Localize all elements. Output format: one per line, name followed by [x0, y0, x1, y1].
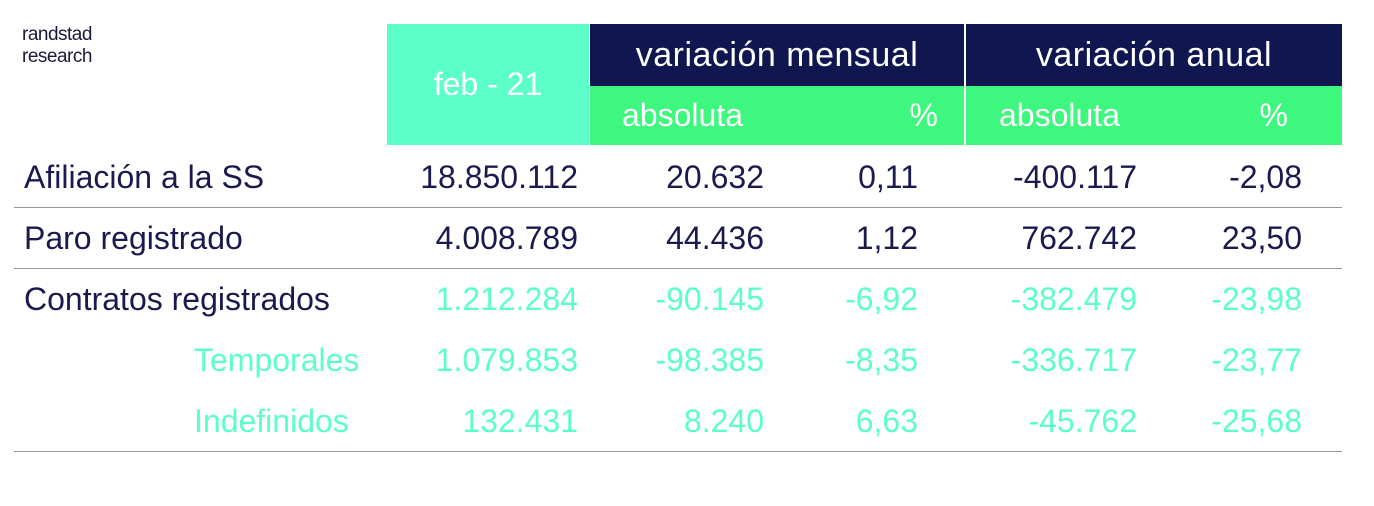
row-value: 1.079.853: [435, 341, 578, 378]
header-monthly-percent: %: [820, 86, 964, 145]
row-monthly-absolute: -90.145: [655, 280, 764, 317]
row-annual-percent: -25,68: [1211, 402, 1302, 439]
row-annual-absolute: -382.479: [1010, 280, 1137, 317]
row-monthly-absolute: -98.385: [655, 341, 764, 378]
row-monthly-percent: -8,35: [845, 341, 918, 378]
table-row-indefinidos: Indefinidos 132.431 8.240 6,63 -45.762 -…: [14, 391, 1342, 451]
row-monthly-percent: 1,12: [855, 219, 918, 256]
row-annual-percent: -23,98: [1211, 280, 1302, 317]
header-period: feb - 21: [387, 24, 589, 145]
row-annual-percent: -2,08: [1229, 158, 1302, 195]
row-monthly-percent: 0,11: [858, 158, 918, 195]
row-label: Afiliación a la SS: [24, 158, 265, 195]
table-row-afiliacion: Afiliación a la SS 18.850.112 20.632 0,1…: [14, 147, 1342, 207]
row-monthly-percent: 6,63: [855, 402, 918, 439]
row-annual-absolute: 762.742: [1021, 219, 1137, 256]
row-label: Temporales: [194, 341, 360, 378]
header-monthly-variation: variación mensual: [590, 24, 964, 86]
row-value: 18.850.112: [420, 158, 578, 195]
row-monthly-absolute: 8.240: [683, 402, 764, 439]
table-row-paro: Paro registrado 4.008.789 44.436 1,12 76…: [14, 208, 1342, 268]
row-divider: [14, 207, 1342, 208]
row-value: 132.431: [462, 402, 578, 439]
row-annual-percent: 23,50: [1221, 219, 1302, 256]
row-label: Contratos registrados: [24, 280, 330, 317]
row-value: 4.008.789: [435, 219, 578, 256]
randstad-research-logo: randstad research: [22, 24, 92, 68]
table-bottom-divider: [14, 451, 1342, 452]
row-annual-absolute: -400.117: [1013, 158, 1137, 195]
row-annual-absolute: -45.762: [1028, 402, 1137, 439]
row-label: Indefinidos: [194, 402, 349, 439]
row-divider: [14, 268, 1342, 269]
table-row-contratos: Contratos registrados 1.212.284 -90.145 …: [14, 269, 1342, 329]
header-annual-absolute: absoluta: [966, 86, 1192, 145]
row-monthly-percent: -6,92: [845, 280, 918, 317]
row-annual-absolute: -336.717: [1010, 341, 1137, 378]
row-annual-percent: -23,77: [1211, 341, 1302, 378]
header-monthly-absolute: absoluta: [590, 86, 820, 145]
logo-line-2: research: [22, 46, 92, 67]
header-annual-percent: %: [1192, 86, 1342, 145]
row-monthly-absolute: 20.632: [666, 158, 764, 195]
row-monthly-absolute: 44.436: [666, 219, 764, 256]
row-label: Paro registrado: [24, 219, 243, 256]
header-annual-variation: variación anual: [966, 24, 1342, 86]
row-value: 1.212.284: [435, 280, 578, 317]
logo-line-1: randstad: [22, 24, 92, 45]
table-row-temporales: Temporales 1.079.853 -98.385 -8,35 -336.…: [14, 330, 1342, 390]
